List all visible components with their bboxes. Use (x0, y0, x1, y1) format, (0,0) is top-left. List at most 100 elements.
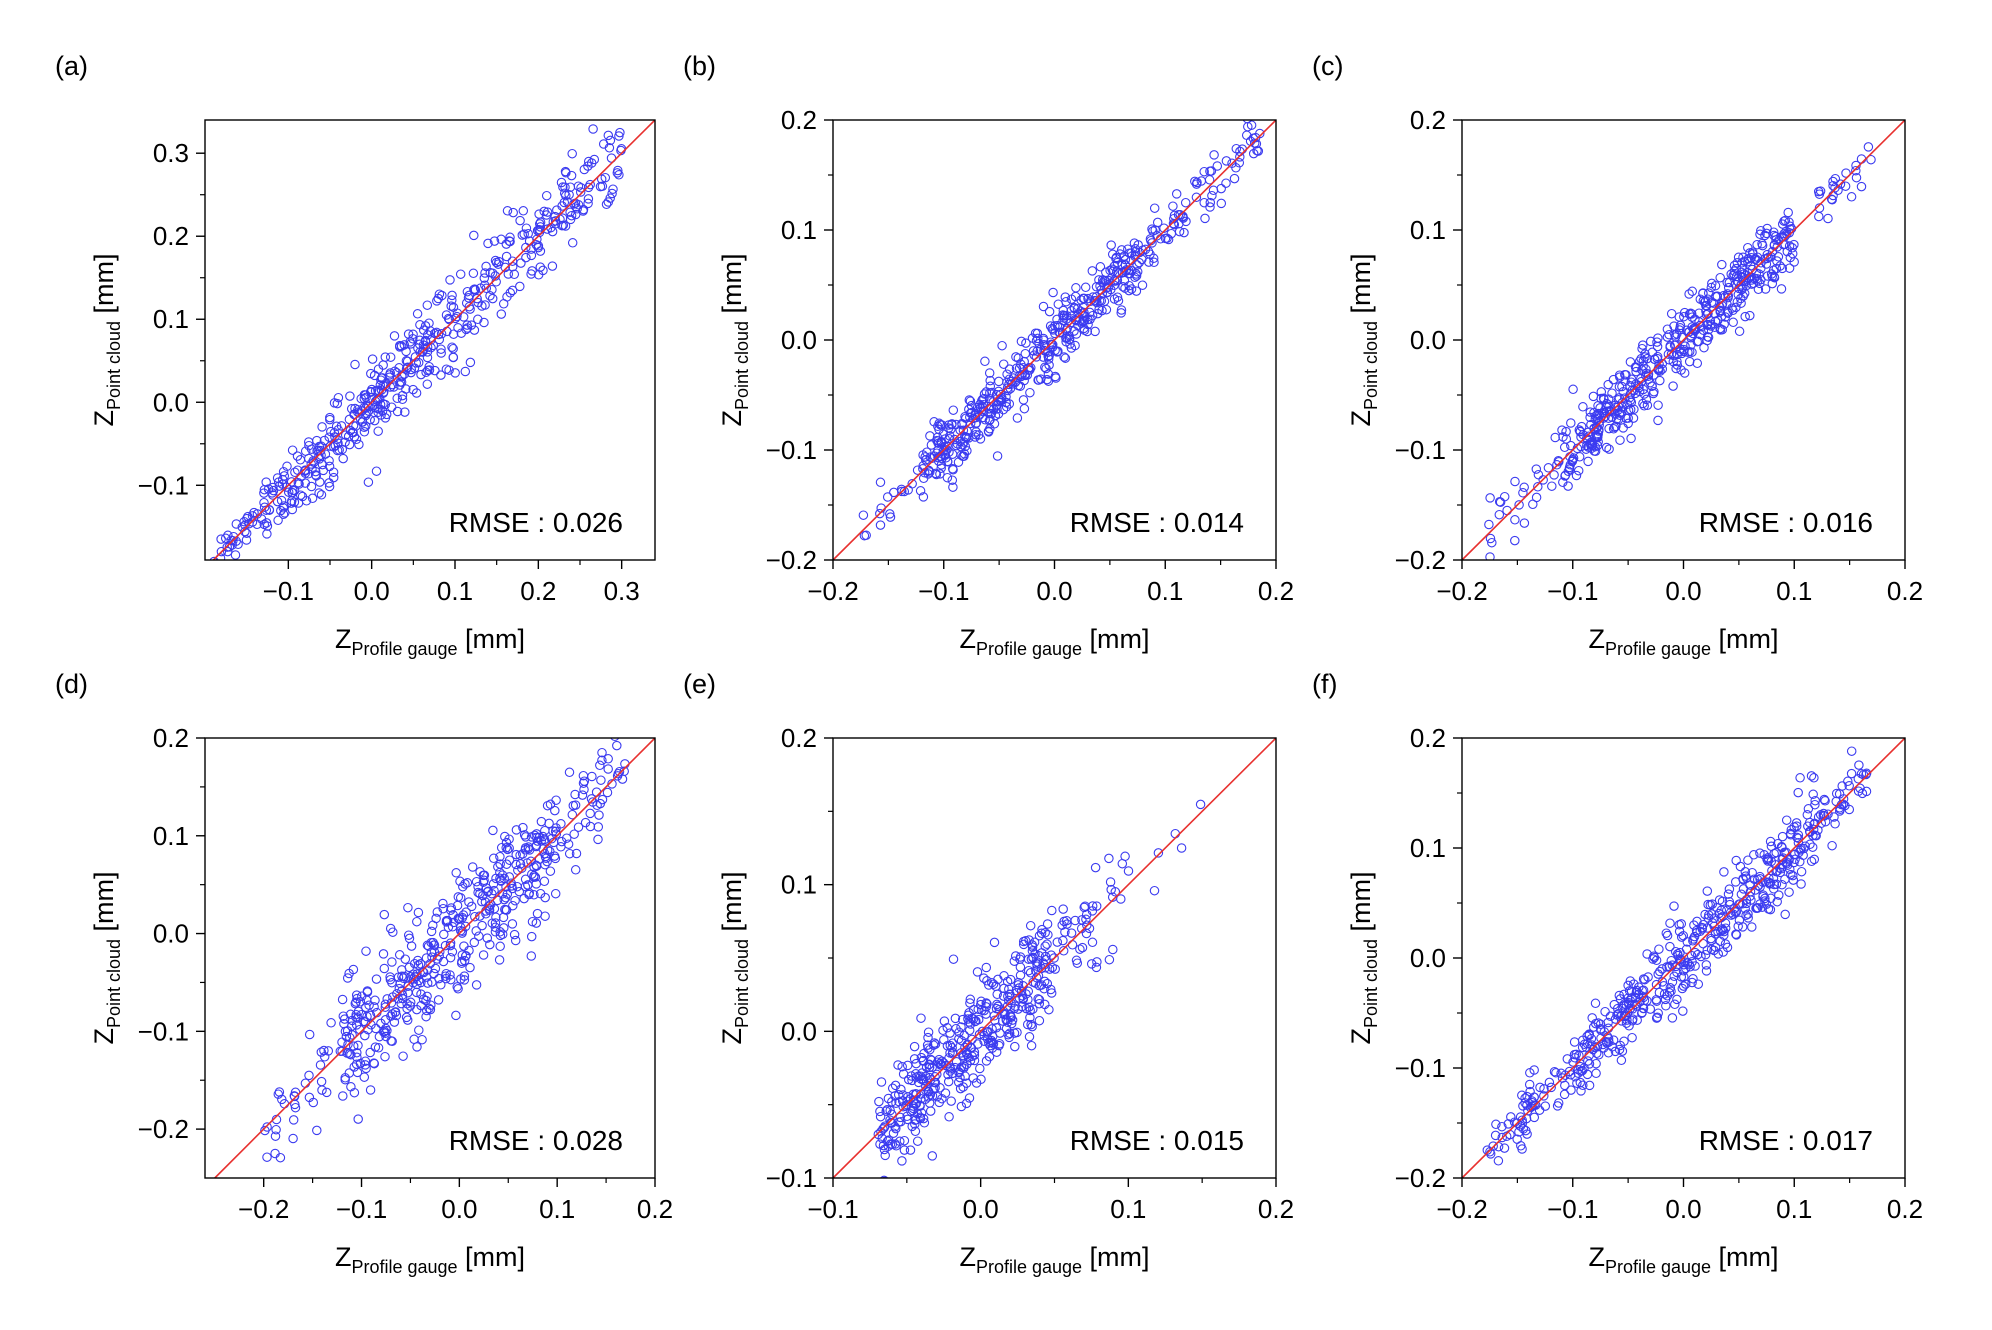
data-point (569, 829, 579, 839)
data-point (923, 1092, 933, 1102)
data-point (422, 978, 433, 988)
data-point (416, 989, 426, 999)
data-point (511, 849, 521, 860)
data-point (911, 1069, 921, 1079)
data-point (1487, 537, 1497, 548)
data-point (300, 446, 311, 456)
data-point (1571, 470, 1582, 481)
data-point (1659, 981, 1669, 991)
data-point (412, 1042, 422, 1052)
x-tick-label: 0.1 (1776, 576, 1812, 606)
data-point (356, 1009, 367, 1020)
data-point (1578, 402, 1588, 412)
data-point (1058, 935, 1068, 946)
panel-label: (a) (55, 51, 88, 81)
data-point (1718, 911, 1728, 921)
data-point (566, 170, 577, 181)
data-point (1057, 920, 1067, 930)
data-point (450, 313, 461, 324)
data-point (458, 910, 469, 920)
data-point (1701, 309, 1712, 320)
data-point (403, 329, 414, 339)
data-point (436, 348, 446, 358)
data-point (1107, 264, 1117, 275)
data-point (1595, 403, 1605, 413)
data-point (1080, 311, 1090, 321)
data-point (858, 510, 869, 520)
data-point (1044, 306, 1055, 317)
data-point (1622, 1015, 1632, 1025)
data-point (1033, 971, 1044, 981)
data-point (487, 293, 498, 304)
data-point (1830, 173, 1841, 184)
data-point (1485, 552, 1495, 560)
data-point (589, 154, 600, 165)
data-point (579, 164, 590, 175)
data-point (1702, 945, 1713, 955)
data-point (1087, 266, 1098, 276)
data-point (1595, 1019, 1606, 1030)
data-point (1840, 181, 1851, 191)
data-point (220, 533, 231, 544)
data-point (359, 402, 369, 413)
data-point (1697, 924, 1708, 934)
data-point (1551, 1068, 1561, 1078)
data-point (1715, 272, 1725, 283)
data-point (1665, 941, 1675, 952)
data-point (942, 472, 953, 483)
data-point (1100, 276, 1111, 286)
data-point (446, 974, 456, 985)
data-point (1784, 263, 1795, 273)
data-point (1701, 960, 1712, 970)
data-point (1625, 404, 1636, 415)
data-point (1787, 248, 1798, 259)
data-point (1001, 402, 1012, 412)
data-point (403, 902, 413, 913)
data-point (556, 842, 566, 852)
data-point (446, 301, 456, 311)
data-point (1639, 401, 1649, 411)
data-point (328, 472, 339, 483)
data-point (380, 1051, 390, 1062)
data-point (316, 490, 327, 500)
data-point (925, 1074, 936, 1085)
data-point (1106, 240, 1116, 250)
data-point (1514, 500, 1524, 510)
data-point (898, 1069, 909, 1079)
data-point (1603, 379, 1613, 390)
data-point (1123, 866, 1134, 876)
data-point (1064, 334, 1075, 344)
y-tick-label: 0.1 (1410, 833, 1446, 863)
data-point (490, 927, 501, 937)
data-point (488, 825, 498, 836)
data-point (501, 843, 511, 853)
data-point (485, 291, 495, 301)
data-point (230, 550, 241, 560)
x-tick-label: 0.2 (1258, 1194, 1294, 1224)
x-tick-label: 0.2 (1258, 576, 1294, 606)
data-point (598, 139, 609, 149)
data-point (210, 582, 218, 590)
x-tick-label: 0.2 (637, 1194, 673, 1224)
data-point (497, 870, 508, 880)
data-point (481, 909, 491, 919)
data-point (603, 130, 614, 141)
panel-label: (c) (1312, 51, 1343, 81)
data-point (399, 340, 410, 350)
x-axis-title: ZProfile gauge [mm] (1588, 624, 1778, 659)
x-tick-label: −0.2 (1436, 1194, 1487, 1224)
data-point (389, 331, 400, 341)
data-point (565, 182, 576, 192)
data-point (1590, 442, 1600, 452)
data-point (1517, 1144, 1527, 1154)
data-point (1664, 988, 1675, 998)
y-axis-title: ZPoint cloud [mm] (1346, 253, 1381, 426)
data-point (428, 920, 438, 931)
data-point (1539, 1091, 1549, 1101)
data-point (909, 1041, 920, 1052)
data-point (1695, 329, 1705, 340)
data-point (1040, 927, 1050, 938)
data-point (1608, 374, 1619, 385)
data-point (519, 229, 529, 239)
y-axis-title-sub: Point cloud (1361, 321, 1381, 410)
